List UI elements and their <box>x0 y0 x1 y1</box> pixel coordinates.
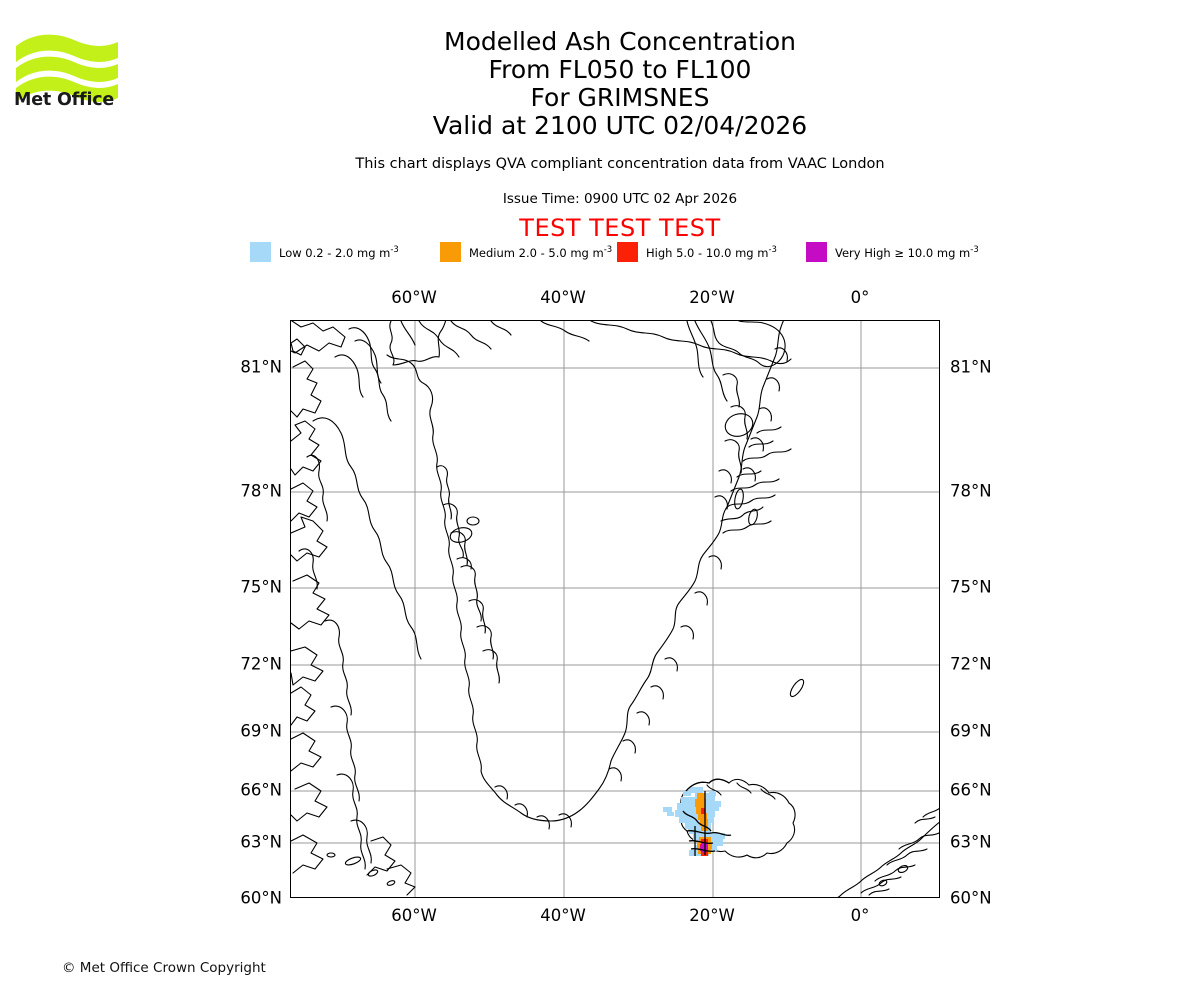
lat-label-left-0: 81°N <box>240 357 282 377</box>
ash-low-cells <box>663 787 725 856</box>
legend-item-3: Very High ≥ 10.0 mg m-3 <box>806 242 979 262</box>
issue-time: Issue Time: 0900 UTC 02 Apr 2026 <box>502 191 738 207</box>
coastlines <box>291 321 939 897</box>
legend-swatch-3 <box>806 242 827 262</box>
lon-label-bottom-2: 20°W <box>689 906 735 925</box>
ash-plume-overlay <box>663 778 732 856</box>
lat-label-left-5: 66°N <box>240 780 282 800</box>
legend-swatch-0 <box>250 242 271 262</box>
title-line-2: From FL050 to FL100 <box>488 55 752 84</box>
lat-label-right-0: 81°N <box>950 357 992 377</box>
ash-concentration-map <box>290 320 940 898</box>
lat-label-left-6: 63°N <box>240 832 282 852</box>
legend-label-0: Low 0.2 - 2.0 mg m-3 <box>279 244 399 260</box>
lat-label-right-3: 72°N <box>950 654 992 674</box>
lat-label-left-2: 75°N <box>240 577 282 597</box>
concentration-legend: Low 0.2 - 2.0 mg m-3 Medium 2.0 - 5.0 mg … <box>250 242 990 264</box>
lat-label-right-1: 78°N <box>950 481 992 501</box>
lat-label-right-4: 69°N <box>950 721 992 741</box>
legend-superscript-0: -3 <box>390 244 399 255</box>
legend-superscript-1: -3 <box>603 244 613 255</box>
map-canvas <box>291 321 939 897</box>
title-line-3: For GRIMSNES <box>530 83 710 112</box>
test-banner: TEST TEST TEST <box>519 214 721 242</box>
legend-label-2: High 5.0 - 10.0 mg m-3 <box>646 244 777 260</box>
lon-label-top-3: 0° <box>850 288 870 307</box>
lon-label-top-1: 40°W <box>540 288 586 307</box>
legend-swatch-2 <box>617 242 638 262</box>
lon-label-bottom-0: 60°W <box>391 906 437 925</box>
title-line-4: Valid at 2100 UTC 02/04/2026 <box>432 111 808 140</box>
legend-item-0: Low 0.2 - 2.0 mg m-3 <box>250 242 399 262</box>
lon-label-top-0: 60°W <box>391 288 437 307</box>
lat-label-right-5: 66°N <box>950 780 992 800</box>
legend-swatch-1 <box>440 242 461 262</box>
legend-item-1: Medium 2.0 - 5.0 mg m-3 <box>440 242 612 262</box>
chart-subtitle: This chart displays QVA compliant concen… <box>355 156 885 172</box>
map-gridlines <box>291 321 939 897</box>
lat-label-right-2: 75°N <box>950 577 992 597</box>
lon-label-top-2: 20°W <box>689 288 735 307</box>
plume-coast-overlay <box>682 778 732 856</box>
lat-label-right-6: 63°N <box>950 832 992 852</box>
legend-superscript-3: -3 <box>970 244 979 255</box>
lat-label-left-1: 78°N <box>240 481 282 501</box>
map-frame <box>290 320 940 898</box>
legend-label-3: Very High ≥ 10.0 mg m-3 <box>835 244 979 260</box>
page-title: Modelled Ash Concentration From FL050 to… <box>190 28 1050 140</box>
lat-label-right-7: 60°N <box>950 888 992 908</box>
legend-item-2: High 5.0 - 10.0 mg m-3 <box>617 242 777 262</box>
met-office-wordmark: Met Office <box>14 90 115 110</box>
ash-very-high-cells <box>700 843 708 853</box>
legend-label-1: Medium 2.0 - 5.0 mg m-3 <box>469 244 613 260</box>
copyright-notice: © Met Office Crown Copyright <box>62 960 266 976</box>
lat-label-left-3: 72°N <box>240 654 282 674</box>
lon-label-bottom-1: 40°W <box>540 906 586 925</box>
legend-superscript-2: -3 <box>768 244 777 255</box>
title-line-1: Modelled Ash Concentration <box>444 27 796 56</box>
met-office-wave-logo-icon <box>16 34 118 102</box>
lat-label-left-7: 60°N <box>240 888 282 908</box>
met-office-logo <box>14 28 124 113</box>
lon-label-bottom-3: 0° <box>850 906 870 925</box>
lat-label-left-4: 69°N <box>240 721 282 741</box>
